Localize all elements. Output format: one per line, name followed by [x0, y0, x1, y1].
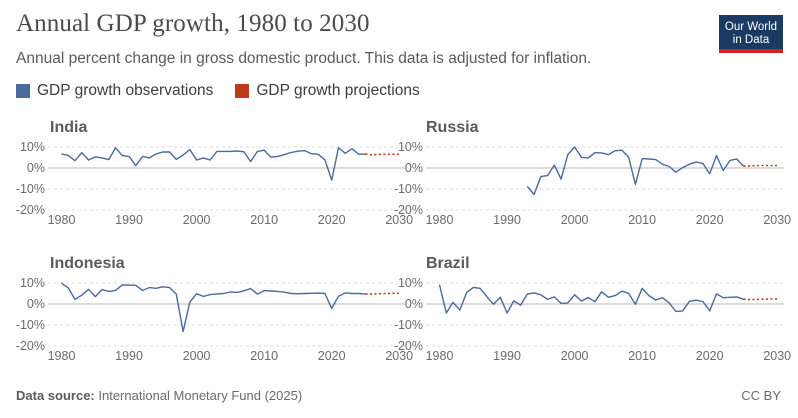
- brazil-observations-line[interactable]: [438, 284, 744, 314]
- russia-projections-line[interactable]: [743, 164, 778, 167]
- indonesia-y-tick-label: -20%: [16, 339, 45, 353]
- india-y-tick-label: -20%: [16, 203, 45, 217]
- indonesia-x-tick-label: 1990: [115, 349, 143, 363]
- logo-line-2: in Data: [732, 34, 770, 46]
- legend: GDP growth observations GDP growth proje…: [16, 82, 442, 100]
- russia-panel-title: Russia: [426, 119, 479, 136]
- brazil-x-tick-label: 2030: [763, 349, 791, 363]
- indonesia-projections-line[interactable]: [365, 292, 400, 295]
- data-source-link[interactable]: International Monetary Fund (2025): [98, 388, 303, 403]
- chart-subtitle: Annual percent change in gross domestic …: [16, 50, 592, 67]
- india-y-tick-label: 0%: [27, 161, 45, 175]
- legend-projections-label: GDP growth projections: [256, 82, 420, 99]
- brazil-y-tick-label: 0%: [405, 297, 423, 311]
- legend-observations-label: GDP growth observations: [37, 82, 214, 99]
- brazil-y-tick-label: 10%: [398, 276, 423, 290]
- india-projections-line[interactable]: [365, 153, 400, 156]
- brazil-y-tick-label: -20%: [394, 339, 423, 353]
- brazil-projections-line[interactable]: [743, 298, 778, 301]
- russia-x-tick-label: 1990: [493, 213, 521, 227]
- legend-projections[interactable]: GDP growth projections: [235, 82, 420, 100]
- india-y-tick-label: -10%: [16, 182, 45, 196]
- russia-observations-line[interactable]: [526, 146, 745, 196]
- indonesia-panel-title: Indonesia: [50, 255, 125, 272]
- india-x-tick-label: 2000: [183, 213, 211, 227]
- indonesia-x-tick-label: 2000: [183, 349, 211, 363]
- indonesia-y-tick-label: 10%: [20, 276, 45, 290]
- data-source-label: Data source:: [16, 388, 95, 403]
- russia-x-tick-label: 2030: [763, 213, 791, 227]
- brazil-y-tick-label: -10%: [394, 318, 423, 332]
- indonesia-y-tick-label: -10%: [16, 318, 45, 332]
- india-y-tick-label: 10%: [20, 140, 45, 154]
- brazil-x-tick-label: 2020: [696, 349, 724, 363]
- brazil-x-tick-label: 1980: [426, 349, 454, 363]
- chart-title: Annual GDP growth, 1980 to 2030: [16, 10, 370, 37]
- logo-line-1: Our World: [724, 21, 778, 33]
- brazil-x-tick-label: 1990: [493, 349, 521, 363]
- legend-observations[interactable]: GDP growth observations: [16, 82, 213, 100]
- russia-y-tick-label: 0%: [405, 161, 423, 175]
- projections-swatch: [235, 84, 250, 98]
- observations-swatch: [16, 84, 30, 98]
- russia-x-tick-label: 1980: [426, 213, 454, 227]
- owid-logo[interactable]: Our World in Data: [719, 15, 783, 53]
- russia-x-tick-label: 2020: [696, 213, 724, 227]
- indonesia-y-tick-label: 0%: [27, 297, 45, 311]
- india-x-tick-label: 2010: [250, 213, 278, 227]
- brazil-x-tick-label: 2000: [561, 349, 589, 363]
- russia-y-tick-label: -10%: [394, 182, 423, 196]
- russia-y-tick-label: -20%: [394, 203, 423, 217]
- indonesia-x-tick-label: 1980: [48, 349, 76, 363]
- russia-y-tick-label: 10%: [398, 140, 423, 154]
- russia-x-tick-label: 2000: [561, 213, 589, 227]
- brazil-panel-title: Brazil: [426, 255, 470, 272]
- indonesia-x-tick-label: 2030: [385, 349, 413, 363]
- russia-x-tick-label: 2010: [628, 213, 656, 227]
- indonesia-observations-line[interactable]: [61, 282, 366, 333]
- india-panel-title: India: [50, 119, 87, 136]
- indonesia-x-tick-label: 2010: [250, 349, 278, 363]
- india-x-tick-label: 2020: [318, 213, 346, 227]
- india-x-tick-label: 1980: [48, 213, 76, 227]
- india-x-tick-label: 2030: [385, 213, 413, 227]
- indonesia-x-tick-label: 2020: [318, 349, 346, 363]
- license[interactable]: CC BY: [741, 388, 781, 403]
- brazil-x-tick-label: 2010: [628, 349, 656, 363]
- data-source: Data source: International Monetary Fund…: [16, 388, 302, 403]
- india-x-tick-label: 1990: [115, 213, 143, 227]
- india-observations-line[interactable]: [61, 146, 366, 181]
